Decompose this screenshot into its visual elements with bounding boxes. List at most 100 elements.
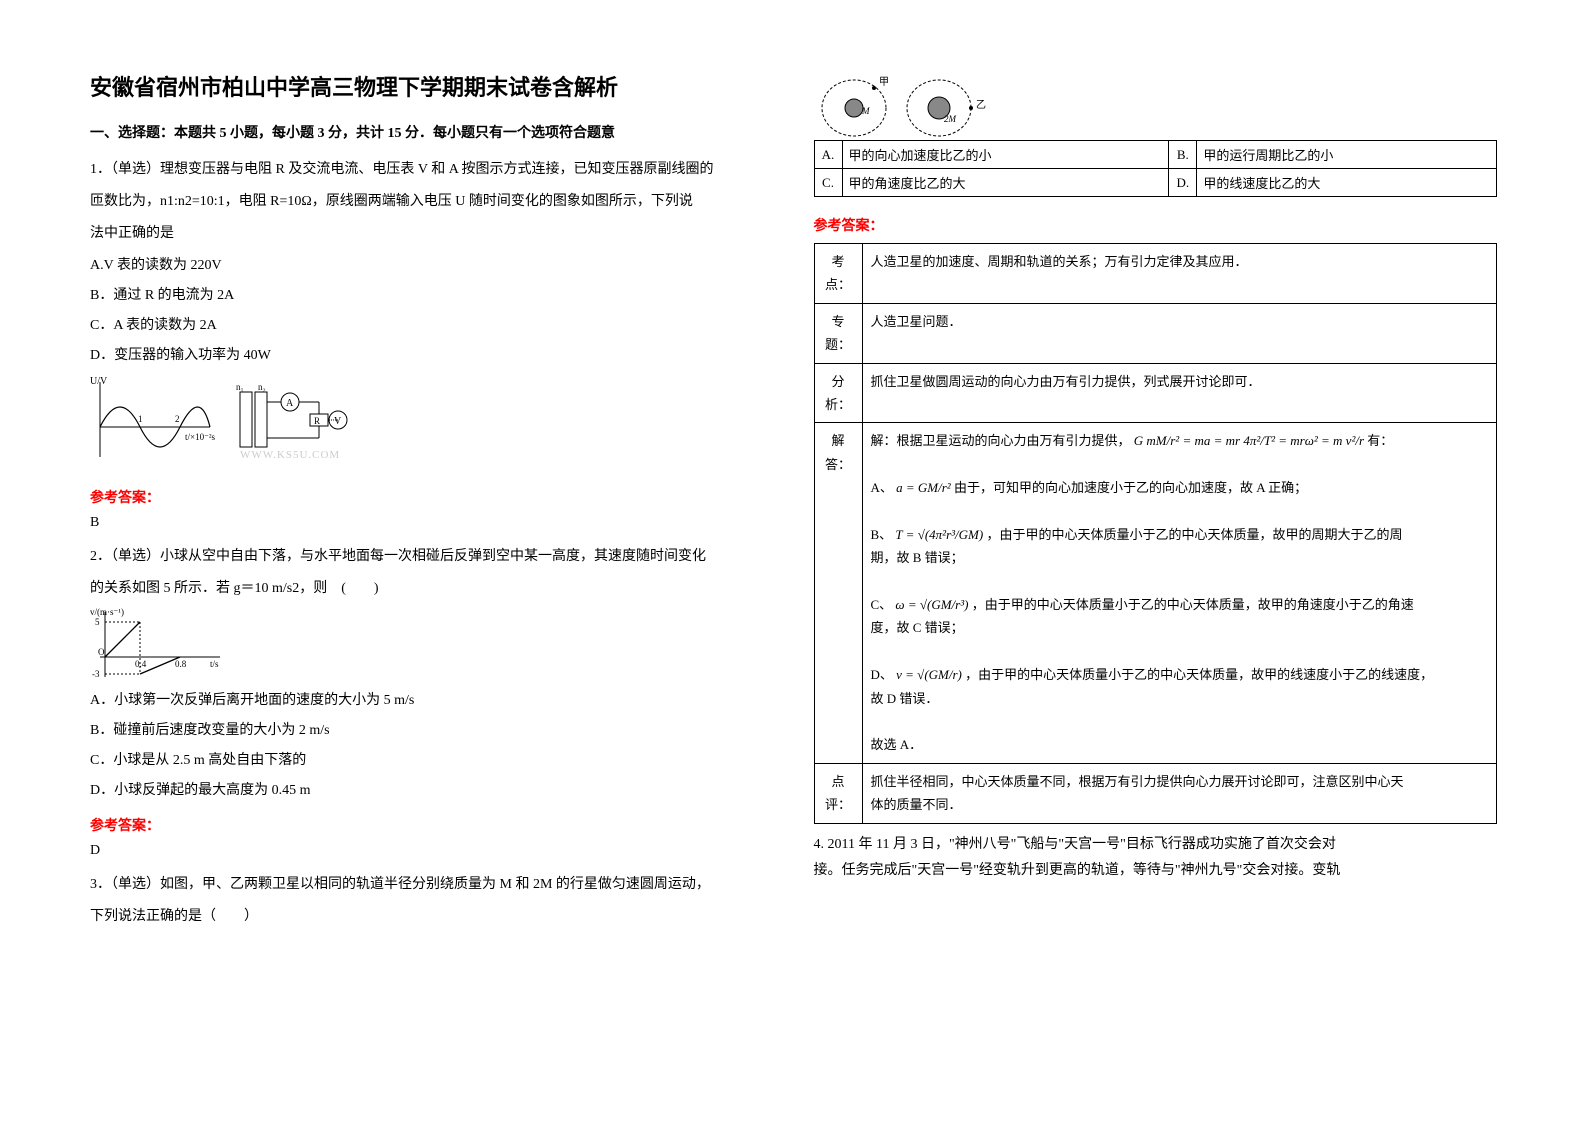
q2-figure: v/(m·s⁻¹) 5 -3 0.4 0.8 t/s O [90,607,774,687]
solution-final: 故选 A． [871,733,1489,756]
q2-option-d: D．小球反弹起的最大高度为 0.45 m [90,777,774,805]
q1-stem-line: 1．（单选）理想变压器与电阻 R 及交流电流、电压表 V 和 A 按图示方式连接… [90,156,774,184]
q1-option-b: B．通过 R 的电流为 2A [90,282,774,310]
solution-line: A、 a = GM/r² 由于，可知甲的向心加速度小于乙的向心加速度，故 A 正… [871,476,1489,499]
q1-stem-line: 法中正确的是 [90,220,774,248]
option-text: 甲的向心加速度比乙的小 [842,141,1169,169]
q2-option-c: C．小球是从 2.5 m 高处自由下落的 [90,747,774,775]
solution-line: B、 T = √(4π²r³/GM) ，由于甲的中心天体质量小于乙的中心天体质量… [871,523,1489,546]
text: 解：根据卫星运动的向心力由万有引力提供， [871,433,1131,448]
solution-line: 故 D 错误． [871,687,1489,710]
svg-text:t/×10⁻²s: t/×10⁻²s [185,432,216,442]
solution-line: D、 v = √(GM/r) ，由于甲的中心天体质量小于乙的中心天体质量，故甲的… [871,663,1489,686]
row-label: 点评： [814,763,862,823]
solution-body: 解：根据卫星运动的向心力由万有引力提供， G mM/r² = ma = mr 4… [862,423,1497,763]
q2-option-a: A．小球第一次反弹后离开地面的速度的大小为 5 m/s [90,687,774,715]
svg-text:R: R [314,416,320,426]
q1-figure: U/V 220√2 -220√2 1 2 t/×10⁻²s n₁ n₂ A R … [90,372,774,479]
q2-stem-line: 2．（单选）小球从空中自由下落，与水平地面每一次相碰后反弹到空中某一高度，其速度… [90,543,774,571]
q2-answer: D [90,843,774,859]
solution-line: C、 ω = √(GM/r³) ，由于甲的中心天体质量小于乙的中心天体质量，故甲… [871,593,1489,616]
text: ，由于甲的中心天体质量小于乙的中心天体质量，故甲的线速度小于乙的线速度， [965,667,1433,682]
svg-text:U/V: U/V [90,376,108,387]
row-label: 解答： [814,423,862,763]
q3-stem-line: 3．（单选）如图，甲、乙两颗卫星以相同的轨道半径分别绕质量为 M 和 2M 的行… [90,871,774,899]
table-row: 点评： 抓住半径相同，中心天体质量不同，根据万有引力提供向心力展开讨论即可，注意… [814,763,1497,823]
text: 有： [1367,433,1393,448]
solution-line: 期，故 B 错误； [871,546,1489,569]
option-text: 甲的线速度比乙的大 [1197,169,1497,197]
row-text: 抓住卫星做圆周运动的向心力由万有引力提供，列式展开讨论即可． [862,363,1497,423]
q1-option-c: C．A 表的读数为 2A [90,312,774,340]
svg-text:2: 2 [175,414,180,424]
solution-line: 解：根据卫星运动的向心力由万有引力提供， G mM/r² = ma = mr 4… [871,429,1489,452]
table-row: 专题： 人造卫星问题． [814,303,1497,363]
svg-text:n₁: n₁ [236,382,244,392]
q1-option-a: A.V 表的读数为 220V [90,252,774,280]
svg-text:V: V [334,416,342,427]
answer-label: 参考答案： [814,215,1498,235]
svg-text:甲: 甲 [879,77,889,88]
formula: G mM/r² = ma = mr 4π²/T² = mrω² = m v²/r [1134,433,1364,448]
row-label: 专题： [814,303,862,363]
solution-table: 考点： 人造卫星的加速度、周期和轨道的关系；万有引力定律及其应用． 专题： 人造… [814,243,1498,824]
section-heading: 一、选择题：本题共 5 小题，每小题 3 分，共计 15 分．每小题只有一个选项… [90,122,774,142]
row-label: 考点： [814,244,862,304]
answer-label: 参考答案： [90,487,774,507]
watermark-text: WWW.KS5U.COM [240,449,924,461]
q4-line: 接。任务完成后"天宫一号"经变轨升到更高的轨道，等待与"神州九号"交会对接。变轨 [814,858,1498,885]
svg-text:A: A [286,398,294,409]
answer-label: 参考答案： [90,815,774,835]
svg-text:t/s: t/s [210,659,219,669]
table-row: A. 甲的向心加速度比乙的小 B. 甲的运行周期比乙的小 [814,141,1497,169]
page-title: 安徽省宿州市柏山中学高三物理下学期期末试卷含解析 [90,70,774,102]
svg-text:0.4: 0.4 [135,659,147,669]
q1-option-d: D．变压器的输入功率为 40W [90,342,774,370]
text: ，由于甲的中心天体质量小于乙的中心天体质量，故甲的角速度小于乙的角速 [972,597,1414,612]
q3-figure: M 甲 2M 乙 [814,70,1498,140]
svg-text:2M: 2M [944,114,957,124]
svg-text:n₂: n₂ [258,382,266,392]
svg-text:1: 1 [138,414,143,424]
formula: T = √(4π²r³/GM) [895,527,983,542]
q1-stem-line: 匝数比为，n1:n2=10:1，电阻 R=10Ω，原线圈两端输入电压 U 随时间… [90,188,774,216]
svg-text:v/(m·s⁻¹): v/(m·s⁻¹) [90,607,124,617]
option-label: C. [814,169,842,197]
option-label: A. [814,141,842,169]
q2-option-b: B．碰撞前后速度改变量的大小为 2 m/s [90,717,774,745]
table-row: 分析： 抓住卫星做圆周运动的向心力由万有引力提供，列式展开讨论即可． [814,363,1497,423]
table-row: 解答： 解：根据卫星运动的向心力由万有引力提供， G mM/r² = ma = … [814,423,1497,763]
svg-text:M: M [861,106,870,116]
row-text: 抓住半径相同，中心天体质量不同，根据万有引力提供向心力展开讨论即可，注意区别中心… [862,763,1497,823]
text: C、 [871,597,893,612]
q1-answer: B [90,515,774,531]
row-label: 分析： [814,363,862,423]
option-label: B. [1169,141,1197,169]
text-line: 体的质量不同． [871,793,1489,816]
text: B、 [871,527,893,542]
table-row: 考点： 人造卫星的加速度、周期和轨道的关系；万有引力定律及其应用． [814,244,1497,304]
svg-text:O: O [98,647,105,657]
table-row: C. 甲的角速度比乙的大 D. 甲的线速度比乙的大 [814,169,1497,197]
q3-stem-line: 下列说法正确的是（ ） [90,903,774,931]
right-column: M 甲 2M 乙 A. 甲的向心加速度比乙的小 B. 甲的运行周期比乙的小 C.… [814,70,1498,1052]
q3-options-table: A. 甲的向心加速度比乙的小 B. 甲的运行周期比乙的小 C. 甲的角速度比乙的… [814,140,1498,197]
text: D、 [871,667,893,682]
row-text: 人造卫星问题． [862,303,1497,363]
text: A、 [871,480,893,495]
option-text: 甲的运行周期比乙的小 [1197,141,1497,169]
svg-text:0.8: 0.8 [175,659,187,669]
text-line: 抓住半径相同，中心天体质量不同，根据万有引力提供向心力展开讨论即可，注意区别中心… [871,770,1489,793]
q4-line: 4. 2011 年 11 月 3 日，"神州八号"飞船与"天宫一号"目标飞行器成… [814,832,1498,859]
solution-line: 度，故 C 错误； [871,616,1489,639]
svg-text:5: 5 [95,617,100,627]
text: 由于，可知甲的向心加速度小于乙的向心加速度，故 A 正确； [954,480,1307,495]
q2-stem-line: 的关系如图 5 所示．若 g＝10 m/s2，则 ( ) [90,575,774,603]
option-text: 甲的角速度比乙的大 [842,169,1169,197]
svg-text:-3: -3 [92,669,100,679]
formula: ω = √(GM/r³) [895,597,968,612]
row-text: 人造卫星的加速度、周期和轨道的关系；万有引力定律及其应用． [862,244,1497,304]
left-column: 安徽省宿州市柏山中学高三物理下学期期末试卷含解析 一、选择题：本题共 5 小题，… [90,70,774,1052]
svg-text:乙: 乙 [976,99,986,111]
formula: a = GM/r² [896,480,951,495]
